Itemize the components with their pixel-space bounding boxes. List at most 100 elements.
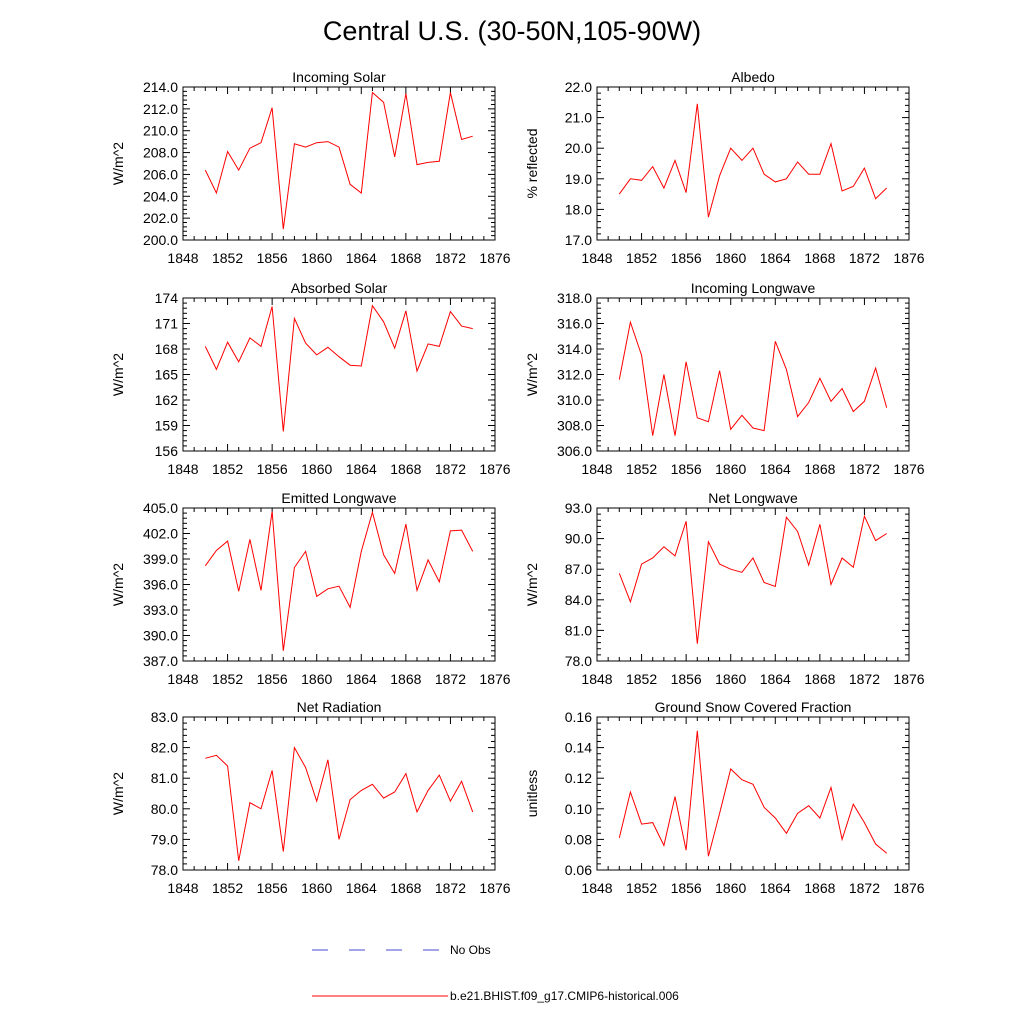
x-tick-label: 1856 [257, 880, 288, 896]
x-tick-label: 1872 [849, 880, 880, 896]
y-tick-label: 83.0 [151, 709, 178, 725]
x-tick-label: 1848 [581, 461, 612, 477]
x-tick-label: 1860 [715, 250, 746, 266]
panel-1: Albedo 1848 1852 1856 1860 1864 1868 1872 1876 17… [524, 69, 925, 266]
x-tick-label: 1872 [435, 461, 466, 477]
y-tick-label: 0.10 [565, 801, 592, 817]
x-tick-label: 1856 [257, 250, 288, 266]
y-tick-label: 0.16 [565, 709, 592, 725]
x-tick-label: 1864 [346, 880, 377, 896]
panel-7: Ground Snow Covered Fraction 1848 1852 1856… [524, 699, 925, 896]
x-tick-label: 1876 [479, 461, 510, 477]
y-tick-label: 0.12 [565, 770, 592, 786]
x-tick-label: 1860 [715, 880, 746, 896]
series-line-0 [205, 745, 474, 861]
x-tick-label: 1868 [804, 671, 835, 687]
x-tick-label: 1848 [581, 250, 612, 266]
legend-label-no-obs: No Obs [450, 943, 491, 957]
x-tick-label: 1868 [390, 671, 421, 687]
y-axis-label: W/m^2 [524, 353, 540, 396]
x-tick-label: 1856 [671, 250, 702, 266]
y-tick-label: 159 [155, 418, 179, 434]
plot-frame [182, 86, 496, 241]
y-tick-label: 402.0 [143, 526, 178, 542]
y-tick-label: 0.06 [565, 862, 592, 878]
panel-title: Incoming Longwave [691, 280, 816, 296]
y-tick-label: 168 [155, 341, 179, 357]
x-tick-label: 1848 [581, 671, 612, 687]
y-tick-label: 21.0 [565, 110, 592, 126]
y-axis-label: unitless [524, 770, 540, 817]
y-axis-label: W/m^2 [110, 142, 126, 185]
y-tick-label: 79.0 [151, 831, 178, 847]
y-tick-label: 80.0 [151, 801, 178, 817]
x-tick-label: 1856 [257, 671, 288, 687]
x-tick-label: 1860 [301, 880, 332, 896]
panel-title: Absorbed Solar [291, 280, 388, 296]
y-tick-label: 204.0 [143, 188, 178, 204]
panel-title: Net Longwave [708, 490, 798, 506]
x-tick-label: 1872 [849, 671, 880, 687]
y-tick-label: 393.0 [143, 602, 178, 618]
x-tick-label: 1856 [671, 671, 702, 687]
series-line-0 [204, 510, 474, 651]
x-tick-label: 1864 [760, 461, 791, 477]
y-tick-label: 210.0 [143, 123, 178, 139]
x-tick-label: 1872 [435, 671, 466, 687]
y-tick-label: 93.0 [565, 500, 592, 516]
series-line-0 [618, 103, 888, 218]
plot-frame [182, 716, 496, 871]
y-tick-label: 78.0 [565, 653, 592, 669]
x-tick-label: 1868 [804, 250, 835, 266]
plot-frame [596, 86, 910, 241]
y-tick-label: 390.0 [143, 628, 178, 644]
y-tick-label: 206.0 [143, 166, 178, 182]
y-axis-label: W/m^2 [110, 772, 126, 815]
y-tick-label: 200.0 [143, 232, 178, 248]
y-axis-label: W/m^2 [110, 353, 126, 396]
series-line-0 [618, 320, 888, 436]
series-line-0 [204, 91, 473, 230]
x-tick-label: 1848 [167, 880, 198, 896]
series-line-0 [204, 304, 473, 432]
y-tick-label: 202.0 [143, 210, 178, 226]
panel-4: Emitted Longwave 1848 1852 1856 1860 1864 1868… [110, 490, 511, 687]
y-tick-label: 387.0 [143, 653, 178, 669]
y-tick-label: 90.0 [565, 531, 592, 547]
x-tick-label: 1864 [346, 461, 377, 477]
y-tick-label: 0.08 [565, 831, 592, 847]
panel-5: Net Longwave 1848 1852 1856 1860 1864 1868 1872… [524, 490, 925, 687]
panel-2: Absorbed Solar 1848 1852 1856 1860 1864 1868 18… [110, 280, 511, 477]
panel-title: Incoming Solar [292, 69, 386, 85]
y-axis-label: % reflected [524, 128, 540, 198]
x-tick-label: 1852 [626, 461, 657, 477]
panel-title: Emitted Longwave [281, 490, 396, 506]
x-tick-label: 1848 [167, 250, 198, 266]
x-tick-label: 1852 [626, 250, 657, 266]
y-tick-label: 87.0 [565, 561, 592, 577]
panel-3: Incoming Longwave 1848 1852 1856 1860 1864 186… [524, 280, 925, 477]
panel-6: Net Radiation 1848 1852 1856 1860 1864 1868 187… [110, 699, 511, 896]
panel-title: Albedo [731, 69, 775, 85]
y-tick-label: 174 [155, 290, 179, 306]
y-tick-label: 18.0 [565, 201, 592, 217]
x-tick-label: 1872 [849, 461, 880, 477]
x-tick-label: 1876 [893, 671, 924, 687]
y-tick-label: 156 [155, 443, 179, 459]
y-tick-label: 212.0 [143, 101, 178, 117]
y-tick-label: 306.0 [557, 443, 592, 459]
y-tick-label: 214.0 [143, 79, 178, 95]
x-tick-label: 1868 [804, 880, 835, 896]
y-tick-label: 208.0 [143, 145, 178, 161]
x-tick-label: 1868 [390, 880, 421, 896]
y-tick-label: 310.0 [557, 392, 592, 408]
x-tick-label: 1864 [760, 671, 791, 687]
panel-title: Net Radiation [297, 699, 382, 715]
x-tick-label: 1864 [760, 880, 791, 896]
x-tick-label: 1876 [479, 671, 510, 687]
y-tick-label: 308.0 [557, 418, 592, 434]
panel-0: Incoming Solar 1848 1852 1856 1860 1864 1868 18… [110, 69, 511, 266]
y-tick-label: 78.0 [151, 862, 178, 878]
y-tick-label: 312.0 [557, 367, 592, 383]
